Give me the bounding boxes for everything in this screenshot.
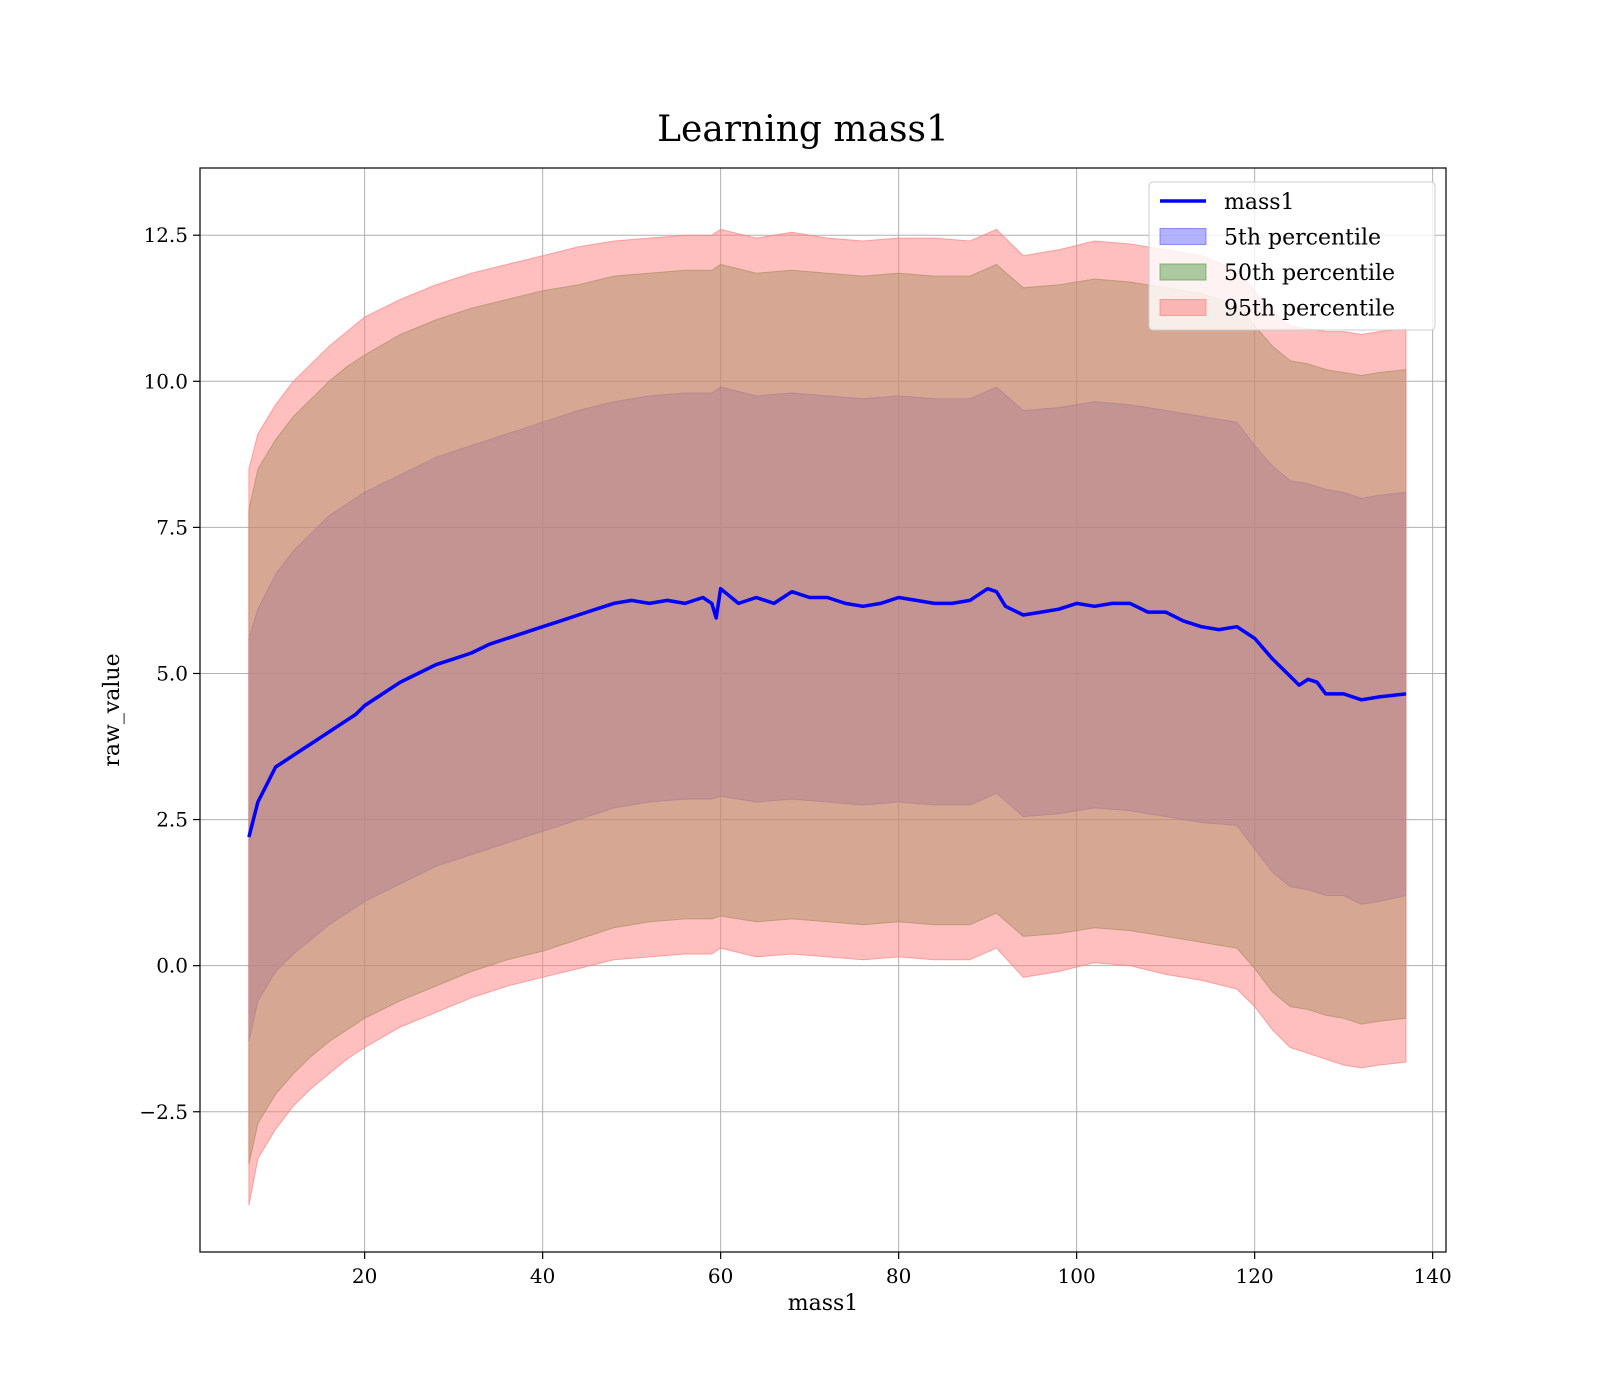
x-tick-label: 80 <box>886 1264 911 1288</box>
y-axis-label: raw_value <box>100 653 125 766</box>
y-axis-ticks: −2.5 0.0 2.5 5.0 7.5 10.0 12.5 <box>139 223 200 1124</box>
y-tick-label: 2.5 <box>156 808 188 832</box>
x-tick-label: 60 <box>708 1264 733 1288</box>
y-tick-label: 10.0 <box>143 369 188 393</box>
x-tick-label: 120 <box>1236 1264 1274 1288</box>
series-lines <box>247 586 1407 838</box>
chart-title: Learning mass1 <box>657 109 949 150</box>
y-tick-label: 12.5 <box>143 223 188 247</box>
legend-label: 50th percentile <box>1224 261 1395 286</box>
legend-swatch-95th-percentile <box>1159 299 1207 316</box>
legend-frame <box>1148 181 1436 331</box>
legend: mass1 5th percentile 50th percentile 95th p… <box>1148 181 1436 331</box>
plot-area <box>199 167 1447 1253</box>
legend-swatch-5th-percentile <box>1159 228 1207 245</box>
legend-label: mass1 <box>1224 190 1295 215</box>
y-tick-label: 5.0 <box>156 661 188 685</box>
y-tick-label: 7.5 <box>156 515 188 539</box>
legend-label: 95th percentile <box>1224 297 1395 322</box>
legend-swatch-50th-percentile <box>1159 263 1207 281</box>
x-tick-label: 140 <box>1414 1264 1452 1288</box>
plot-frame <box>199 167 1447 1253</box>
band-95th-percentile <box>248 228 1407 1206</box>
x-tick-label: 40 <box>530 1264 555 1288</box>
percentile-bands <box>248 228 1407 1206</box>
y-tick-label: 0.0 <box>156 954 188 978</box>
series-line-mass1 <box>247 586 1407 838</box>
x-axis-label: mass1 <box>788 1291 859 1316</box>
legend-label: 5th percentile <box>1224 226 1381 251</box>
y-tick-label: −2.5 <box>139 1100 188 1124</box>
x-tick-label: 20 <box>352 1264 377 1288</box>
x-axis-ticks: 20 40 60 80 100 120 140 <box>352 1252 1452 1288</box>
x-tick-label: 100 <box>1058 1264 1096 1288</box>
